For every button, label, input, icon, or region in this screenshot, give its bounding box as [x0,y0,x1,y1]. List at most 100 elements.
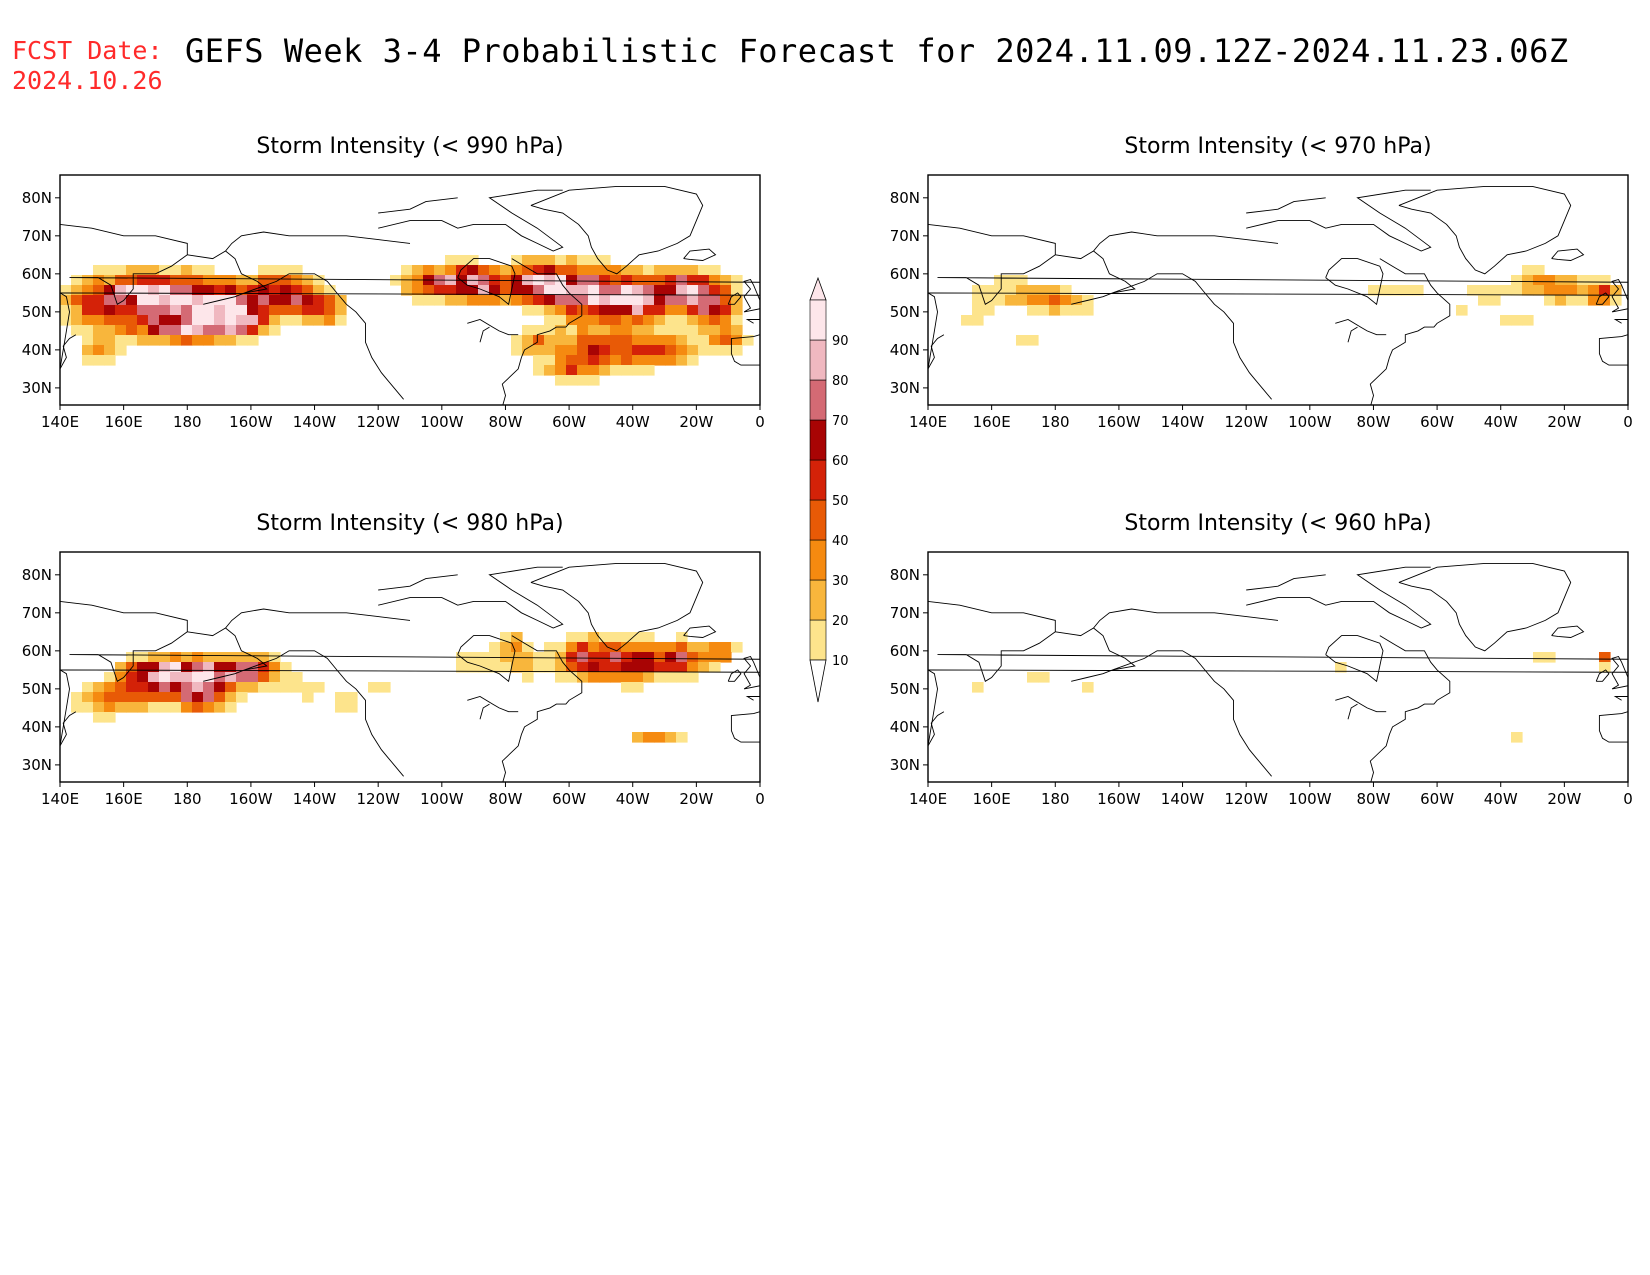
probability-cell [555,672,567,683]
coastline [1246,189,1432,252]
lon-label: 180 [1041,413,1070,431]
lon-label: 160W [229,413,273,431]
probability-cell [93,325,105,336]
probability-cell [324,315,336,326]
probability-cell [599,265,611,276]
probability-cell [137,652,149,663]
probability-cell [632,652,644,663]
probability-cell [247,315,259,326]
probability-cell [577,345,589,356]
probability-cell [709,315,721,326]
probability-cell [115,672,127,683]
probability-cell [1401,285,1413,296]
probability-cell [500,662,512,673]
probability-cell [665,295,677,306]
probability-cell [170,662,182,673]
probability-cell [522,642,534,653]
probability-cell [203,285,215,296]
probability-cell [588,255,600,266]
coastline [1369,635,1451,782]
lon-label: 20W [1547,790,1581,808]
probability-cell [961,315,973,326]
probability-cell [115,285,127,296]
probability-cell [82,692,94,703]
coastline [1325,258,1384,306]
lat-label: 30N [890,379,920,397]
probability-cell [93,305,105,316]
lon-label: 20W [679,413,713,431]
probability-cell [610,285,622,296]
probability-cell [1511,275,1523,286]
coastline [745,319,760,324]
probability-cell [731,285,743,296]
probability-cell [126,325,138,336]
probability-cell [720,642,732,653]
coastline [1055,608,1279,637]
probability-cell [522,295,534,306]
probability-cell [489,662,501,673]
probability-cell [1610,285,1622,296]
probability-cell [588,642,600,653]
probability-cell [291,275,303,286]
probability-cell [148,335,160,346]
probability-cell [555,375,567,386]
probability-cell [192,265,204,276]
probability-cell [599,275,611,286]
probability-cell [302,275,314,286]
probability-cell [247,672,259,683]
probability-cell [665,265,677,276]
probability-cell [709,325,721,336]
probability-cell [577,285,589,296]
probability-cell [676,335,688,346]
probability-cell [621,335,633,346]
probability-cell [126,335,138,346]
probability-cell [566,375,578,386]
lon-label: 0 [1623,790,1633,808]
probability-cell [1060,285,1072,296]
probability-cell [632,682,644,693]
probability-cell [159,305,171,316]
probability-cell [972,285,984,296]
probability-cell [225,275,237,286]
coastline [1595,669,1610,682]
probability-cell [214,275,226,286]
probability-cell [1500,315,1512,326]
probability-cell [731,295,743,306]
probability-cell [93,682,105,693]
probability-cell [1588,285,1600,296]
probability-cell [280,275,292,286]
probability-cell [456,265,468,276]
probability-cell [1544,652,1556,663]
probability-cell [181,672,193,683]
lon-label: 160E [105,790,143,808]
lon-label: 120W [356,413,400,431]
coastline [727,292,742,305]
probability-cell [566,315,578,326]
probability-cell [225,672,237,683]
probability-cell [654,265,666,276]
probability-cell [610,295,622,306]
probability-cell [225,285,237,296]
probability-cell [555,255,567,266]
map-panel-4: Storm Intensity (< 960 hPa) 140E 160E 180 16… [890,511,1633,808]
probability-cell [577,642,589,653]
colorbar-segment [809,459,827,501]
coastline [683,248,717,261]
probability-cell [302,285,314,296]
probability-cell [632,295,644,306]
probability-cell [203,305,215,316]
probability-cell [1511,285,1523,296]
coastlines [60,562,760,782]
probability-cell [698,305,710,316]
probability-cell [170,335,182,346]
probability-cell [236,305,248,316]
probability-cell [665,652,677,663]
probability-cell [654,345,666,356]
coastlines [60,185,760,405]
probability-cell [588,632,600,643]
probability-cell [544,285,556,296]
probability-cell [1038,295,1050,306]
probability-cell [994,295,1006,306]
probability-cell [60,295,72,306]
probability-cell [467,265,479,276]
